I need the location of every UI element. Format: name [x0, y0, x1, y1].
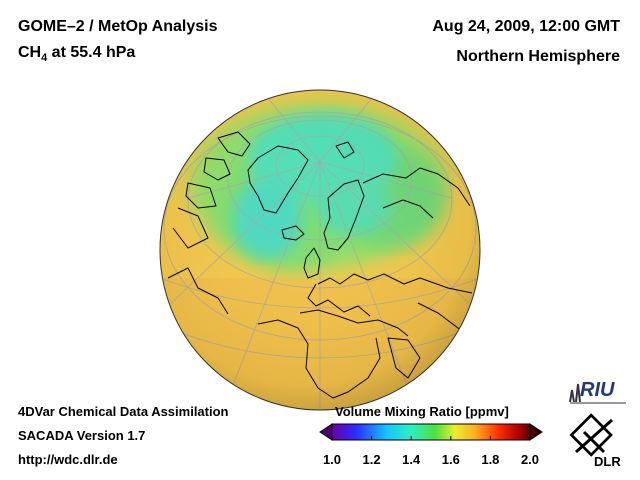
footer-url: http://wdc.dlr.de: [18, 452, 118, 467]
globe-map: [159, 89, 481, 411]
colorbar-low-arrow: [319, 423, 333, 441]
svg-text:DLR: DLR: [594, 454, 621, 468]
colorbar-tick-label: 1.6: [441, 452, 460, 467]
colorbar-tick-label: 1.8: [481, 452, 500, 467]
hemisphere-label: Northern Hemisphere: [456, 48, 620, 65]
dlr-logo: DLR: [569, 413, 621, 468]
colorbar-tick-label: 1.0: [322, 452, 342, 467]
colorbar-tick-label: 2.0: [520, 452, 540, 467]
footer-version: SACADA Version 1.7: [18, 428, 146, 443]
colorbar-tick-label: 1.2: [362, 452, 381, 467]
footer-method: 4DVar Chemical Data Assimilation: [18, 404, 229, 419]
map-title: GOME–2 / MetOp Analysis: [18, 18, 218, 35]
colorbar-title: Volume Mixing Ratio [ppmv]: [335, 404, 509, 419]
colorbar-high-arrow: [529, 423, 543, 441]
colorbar: [319, 423, 543, 441]
analysis-datetime: Aug 24, 2009, 12:00 GMT: [432, 18, 620, 35]
colorbar-tick-label: 1.4: [402, 452, 421, 467]
map-subtitle: CH4 at 55.4 hPa: [18, 44, 136, 65]
svg-text:RIU: RIU: [580, 379, 615, 401]
colorbar-gradient: [331, 423, 531, 441]
riu-logo: RIU: [569, 379, 626, 404]
